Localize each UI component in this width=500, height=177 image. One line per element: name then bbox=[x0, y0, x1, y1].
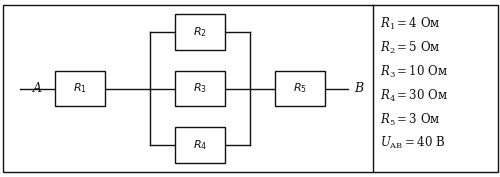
Text: $R_3 = 10$ Ом: $R_3 = 10$ Ом bbox=[380, 64, 448, 80]
Text: B: B bbox=[354, 82, 364, 95]
Text: $R_3$: $R_3$ bbox=[193, 82, 207, 95]
Bar bbox=[175, 14, 225, 50]
Text: $R_2$: $R_2$ bbox=[193, 25, 207, 39]
Text: $R_1$: $R_1$ bbox=[73, 82, 87, 95]
Bar bbox=[175, 127, 225, 163]
Text: $R_4 = 30$ Ом: $R_4 = 30$ Ом bbox=[380, 88, 448, 104]
Bar bbox=[175, 71, 225, 106]
Text: $R_5 = 3$ Ом: $R_5 = 3$ Ом bbox=[380, 112, 440, 127]
Text: A: A bbox=[33, 82, 42, 95]
Text: $R_2 = 5$ Ом: $R_2 = 5$ Ом bbox=[380, 40, 440, 56]
Text: $R_5$: $R_5$ bbox=[293, 82, 307, 95]
Text: $R_1 = 4$ Ом: $R_1 = 4$ Ом bbox=[380, 16, 440, 32]
Bar bbox=[55, 71, 105, 106]
Text: $R_4$: $R_4$ bbox=[193, 138, 207, 152]
Bar bbox=[275, 71, 325, 106]
Text: $U_{\mathrm{AB}} = 40$ В: $U_{\mathrm{AB}} = 40$ В bbox=[380, 135, 445, 151]
